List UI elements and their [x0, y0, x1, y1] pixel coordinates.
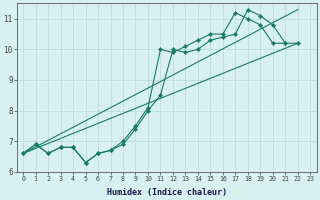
X-axis label: Humidex (Indice chaleur): Humidex (Indice chaleur)	[107, 188, 227, 197]
